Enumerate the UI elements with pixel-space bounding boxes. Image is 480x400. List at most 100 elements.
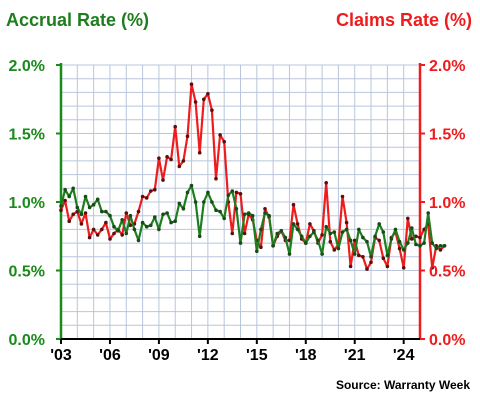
accrual-data-point: [116, 229, 120, 233]
claims-data-point: [401, 266, 406, 270]
x-tick-label: '21: [344, 347, 366, 364]
accrual-data-point: [336, 246, 341, 251]
left-tick-label: 1.5%: [9, 127, 45, 144]
accrual-data-point: [442, 244, 447, 248]
claims-data-point: [397, 246, 402, 251]
claims-data-point: [206, 92, 210, 96]
accrual-data-point: [320, 252, 324, 256]
accrual-data-point: [242, 212, 247, 217]
accrual-data-point: [112, 224, 116, 229]
accrual-data-point: [287, 252, 292, 256]
accrual-data-point: [312, 230, 316, 234]
right-tick-label: 1.0%: [429, 195, 465, 212]
accrual-data-point: [161, 212, 165, 217]
claims-data-point: [140, 194, 145, 199]
accrual-data-point: [250, 213, 255, 218]
accrual-data-point: [124, 231, 129, 236]
accrual-data-point: [267, 213, 271, 218]
right-tick-label: 2.0%: [429, 58, 465, 75]
claims-data-point: [112, 231, 116, 236]
claims-data-point: [173, 124, 177, 129]
accrual-data-point: [206, 190, 210, 195]
accrual-data-point: [75, 205, 80, 210]
claims-data-point: [332, 248, 337, 252]
accrual-data-point: [365, 239, 369, 244]
accrual-data-point: [71, 186, 75, 191]
accrual-data-point: [410, 226, 414, 230]
accrual-data-point: [352, 252, 357, 256]
claims-data-point: [320, 233, 324, 237]
accrual-data-point: [422, 241, 426, 245]
accrual-data-point: [79, 212, 84, 217]
accrual-data-point: [316, 238, 320, 243]
claims-data-point: [124, 211, 129, 215]
accrual-data-point: [153, 215, 157, 219]
accrual-data-point: [185, 190, 190, 195]
accrual-data-point: [120, 218, 124, 222]
accrual-series: [59, 183, 447, 259]
accrual-data-point: [357, 227, 361, 232]
claims-data-point: [165, 155, 169, 159]
left-tick-label: 1.0%: [9, 195, 45, 212]
claims-data-point: [136, 209, 141, 214]
accrual-data-point: [173, 219, 177, 223]
claims-data-point: [308, 222, 312, 226]
accrual-data-point: [91, 202, 96, 207]
claims-data-point: [169, 157, 173, 162]
x-tick-label: '06: [99, 347, 121, 364]
accrual-data-point: [202, 200, 206, 204]
claims-data-point: [218, 133, 222, 137]
claims-data-point: [295, 222, 300, 226]
claims-data-point: [71, 212, 75, 217]
accrual-data-point: [271, 244, 275, 248]
claims-data-point: [87, 235, 92, 240]
accrual-data-point: [414, 242, 418, 247]
chart-tick-labels: 0.0% 0.0% 0.5% 0.5% 1.0% 1.0% 1.5% 1.5% 2.0% 2.0%…: [9, 58, 466, 364]
accrual-data-point: [344, 227, 349, 232]
accrual-data-point: [308, 234, 312, 239]
claims-data-point: [214, 176, 218, 181]
accrual-data-point: [324, 224, 329, 229]
accrual-data-point: [177, 201, 182, 206]
accrual-data-point: [210, 200, 214, 204]
claims-data-point: [361, 254, 365, 259]
accrual-data-point: [295, 227, 300, 232]
claims-data-point: [291, 202, 296, 207]
accrual-data-point: [140, 220, 145, 225]
accrual-data-point: [238, 241, 243, 245]
claims-data-point: [234, 190, 239, 195]
claims-data-point: [210, 108, 214, 112]
accrual-data-point: [128, 213, 133, 218]
accrual-data-point: [214, 208, 218, 212]
claims-data-point: [369, 260, 373, 265]
claims-data-point: [357, 253, 361, 258]
claims-data-point: [381, 256, 386, 261]
claims-data-point: [104, 220, 108, 225]
claims-data-point: [161, 178, 165, 182]
accrual-data-point: [299, 234, 304, 239]
claims-data-point: [83, 211, 88, 215]
accrual-data-point: [230, 189, 235, 193]
accrual-data-point: [369, 254, 373, 259]
claims-data-point: [377, 238, 382, 243]
accrual-data-point: [222, 216, 226, 221]
accrual-data-point: [67, 194, 71, 199]
accrual-data-point: [291, 222, 296, 226]
claims-data-point: [344, 220, 349, 225]
accrual-data-point: [254, 249, 259, 254]
accrual-data-point: [63, 187, 67, 192]
claims-data-point: [120, 233, 124, 237]
claims-data-point: [100, 227, 104, 232]
accrual-data-point: [373, 234, 377, 239]
claims-data-point: [324, 181, 329, 185]
accrual-data-point: [193, 200, 198, 204]
accrual-data-point: [279, 229, 284, 233]
claims-data-point: [348, 264, 353, 269]
accrual-data-point: [263, 211, 267, 215]
accrual-data-point: [385, 253, 390, 258]
claims-data-point: [230, 231, 235, 236]
accrual-data-point: [246, 211, 251, 215]
accrual-data-point: [430, 241, 435, 245]
accrual-data-point: [283, 235, 288, 240]
